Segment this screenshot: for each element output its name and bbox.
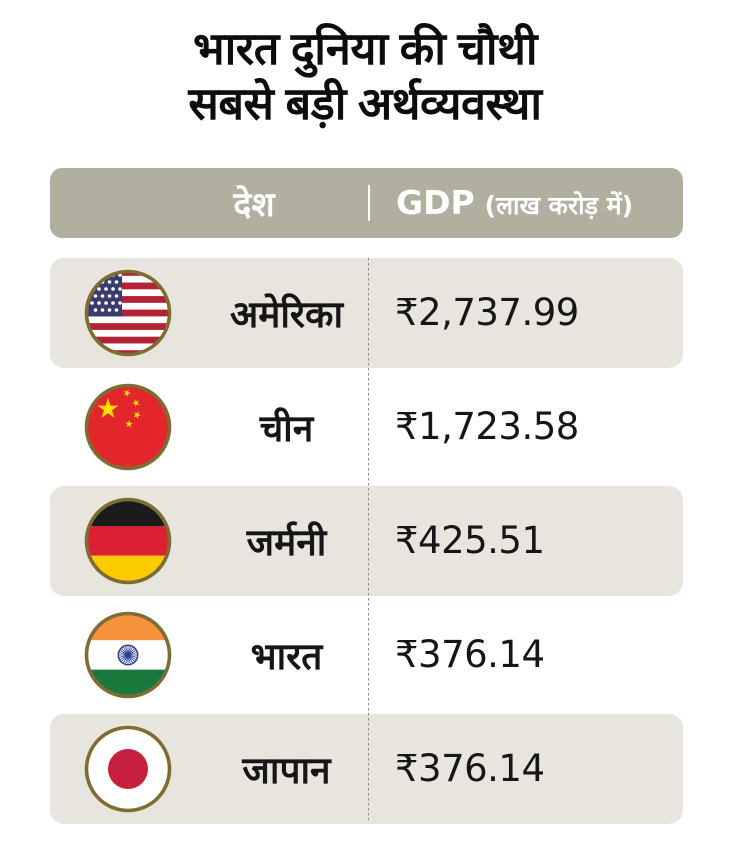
gdp-value: ₹425.51 <box>395 519 545 563</box>
country-name: चीन <box>259 408 314 450</box>
china-flag-icon <box>84 383 171 471</box>
gdp-value: ₹2,737.99 <box>395 291 579 335</box>
flag-cell <box>50 383 205 471</box>
country-name: अमेरिका <box>229 294 344 336</box>
india-flag-icon <box>84 611 171 699</box>
column-header-gdp: GDP (लाख करोड़ में) <box>370 183 683 222</box>
flag-cell <box>50 725 205 813</box>
table-body: अमेरिका ₹2,737.99 चीन ₹1,723.58 <box>50 257 683 824</box>
table-row: भारत ₹376.14 <box>50 600 683 710</box>
header-column-divider <box>368 184 370 221</box>
flag-cell <box>50 497 205 585</box>
table-row: चीन ₹1,723.58 <box>50 372 683 482</box>
japan-flag-icon <box>84 725 171 813</box>
country-flag <box>84 383 172 471</box>
table-header-row: देश GDP (लाख करोड़ में) <box>50 167 683 238</box>
gdp-table: देश GDP (लाख करोड़ में) <box>50 167 683 824</box>
table-row: जापान ₹376.14 <box>50 713 683 824</box>
flag-cell <box>50 269 205 357</box>
body-column-divider <box>368 257 369 820</box>
usa-flag-icon <box>84 269 171 357</box>
country-name: भारत <box>250 636 323 678</box>
table-row: जर्मनी ₹425.51 <box>50 485 683 596</box>
country-flag <box>84 725 172 813</box>
page-title-line2: सबसे बड़ी अर्थव्यवस्था <box>188 77 542 129</box>
gdp-value: ₹376.14 <box>395 747 545 791</box>
country-flag <box>84 611 172 699</box>
country-flag <box>84 497 172 585</box>
page-title-line1: भारत दुनिया की चौथी <box>193 23 538 74</box>
gdp-label: GDP <box>396 183 475 223</box>
gdp-value: ₹1,723.58 <box>395 405 579 449</box>
flag-cell <box>50 611 205 699</box>
page-title: भारत दुनिया की चौथी सबसे बड़ी अर्थव्यवस्… <box>0 0 730 132</box>
country-flag <box>84 269 172 357</box>
country-name: जर्मनी <box>246 522 327 564</box>
country-name: जापान <box>242 750 331 792</box>
gdp-value: ₹376.14 <box>395 633 545 677</box>
table-row: अमेरिका ₹2,737.99 <box>50 257 683 368</box>
column-header-country: देश <box>233 185 275 224</box>
table-rows: अमेरिका ₹2,737.99 चीन ₹1,723.58 <box>50 257 683 824</box>
gdp-unit-label: (लाख करोड़ में) <box>484 191 634 221</box>
germany-flag-icon <box>84 497 171 585</box>
